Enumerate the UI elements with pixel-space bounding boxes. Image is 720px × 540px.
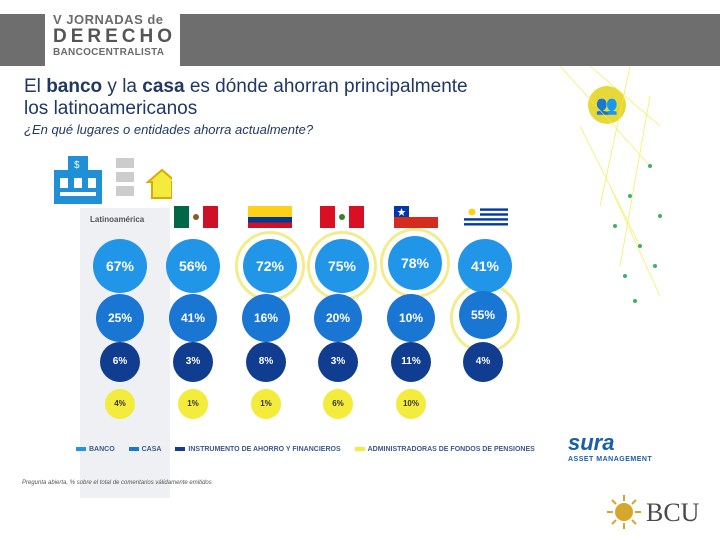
- banco-value: 72%: [243, 239, 297, 293]
- banco-value: 41%: [458, 239, 512, 293]
- colombia-flag: [248, 206, 292, 228]
- sura-name: sura: [568, 430, 615, 455]
- peru-flag: [320, 206, 364, 228]
- slide-subtitle: ¿En qué lugares o entidades ahorra actua…: [24, 122, 314, 137]
- legend: BANCO CASA INSTRUMENTO DE AHORRO Y FINAN…: [76, 446, 547, 453]
- inst-value: 4%: [463, 342, 503, 382]
- afp-value: 1%: [178, 389, 208, 419]
- banco-value: 75%: [315, 239, 369, 293]
- banco-value: 78%: [388, 236, 442, 290]
- latam-header: Latinoamérica: [90, 215, 145, 224]
- afp-value: 6%: [323, 389, 353, 419]
- sun-icon: [607, 495, 641, 529]
- inst-value: 3%: [173, 342, 213, 382]
- mexico-flag: [174, 206, 218, 228]
- title-part: El: [24, 76, 47, 97]
- bcu-logo: BCU: [606, 494, 699, 530]
- inst-value: 3%: [318, 342, 358, 382]
- slide-title: El banco y la casa es dónde ahorran prin…: [24, 76, 468, 120]
- legend-banco: BANCO: [76, 446, 115, 453]
- legend-afp: ADMINISTRADORAS DE FONDOS DE PENSIONES: [354, 446, 535, 453]
- logo-line2: DERECHO: [53, 26, 177, 47]
- event-logo: V JORNADAS de DERECHO BANCOCENTRALISTA: [45, 8, 180, 66]
- afp-value: 4%: [105, 389, 135, 419]
- sura-logo: sura ASSET MANAGEMENT: [568, 430, 652, 463]
- inst-value: 8%: [246, 342, 286, 382]
- title-bold: banco: [46, 76, 103, 97]
- legend-inst: INSTRUMENTO DE AHORRO Y FINANCIEROS: [175, 446, 341, 453]
- casa-value: 55%: [459, 291, 507, 339]
- title-bold: casa: [142, 76, 185, 97]
- inst-value: 11%: [391, 342, 431, 382]
- inst-value: 6%: [100, 342, 140, 382]
- bank-house-icon: $: [54, 156, 172, 204]
- title-part: y la: [102, 76, 143, 97]
- bcu-text: BCU: [646, 498, 700, 527]
- afp-value: 1%: [251, 389, 281, 419]
- casa-value: 25%: [96, 294, 144, 342]
- title-part: es dónde ahorran principalmente: [184, 76, 468, 97]
- banco-value: 56%: [166, 239, 220, 293]
- casa-value: 10%: [387, 294, 435, 342]
- sura-subtitle: ASSET MANAGEMENT: [568, 456, 653, 463]
- legend-casa: CASA: [128, 446, 161, 453]
- logo-line1: V JORNADAS de: [53, 12, 164, 27]
- logo-line3: BANCOCENTRALISTA: [53, 47, 165, 58]
- slide-content: El banco y la casa es dónde ahorran prin…: [20, 68, 668, 498]
- chile-flag: [394, 206, 438, 228]
- network-decoration: [559, 66, 662, 303]
- casa-value: 20%: [314, 294, 362, 342]
- banco-value: 67%: [93, 239, 147, 293]
- casa-value: 16%: [242, 294, 290, 342]
- casa-value: 41%: [169, 294, 217, 342]
- uruguay-flag: [464, 206, 508, 228]
- svg-text:$: $: [74, 160, 80, 171]
- footnote: Pregunta abierta, % sobre el total de co…: [22, 480, 212, 486]
- title-line2: los latinoamericanos: [24, 98, 198, 119]
- afp-value: 10%: [396, 389, 426, 419]
